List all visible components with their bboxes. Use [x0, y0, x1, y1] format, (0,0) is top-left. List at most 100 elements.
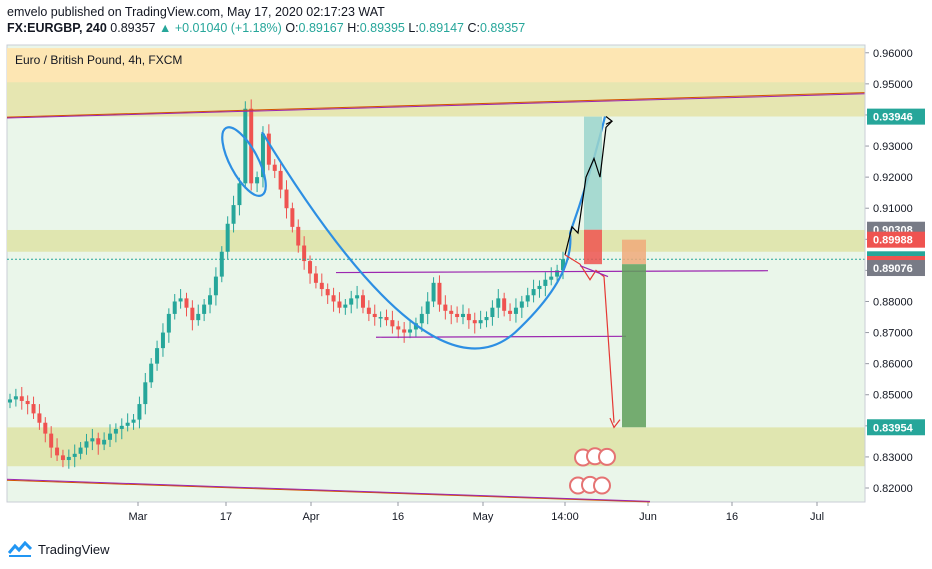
tradingview-logo[interactable]: TradingView — [8, 541, 110, 557]
short-stop-box — [622, 239, 646, 265]
candle-body — [413, 323, 418, 330]
candle-body — [478, 320, 483, 324]
candle-body — [219, 251, 224, 277]
candle-body — [155, 348, 160, 364]
candle-body — [519, 301, 524, 308]
base-line — [375, 335, 627, 338]
price-label: 0.89988 — [873, 235, 913, 247]
candle-body — [355, 295, 360, 299]
candle-body — [496, 298, 501, 308]
candle-body — [25, 400, 30, 405]
event-badge-icon[interactable] — [593, 476, 611, 495]
candle-body — [237, 183, 242, 206]
candle-body — [137, 404, 142, 420]
last-price: 0.89357 — [110, 21, 156, 35]
candle-body — [78, 447, 83, 454]
candle-body — [443, 304, 448, 311]
candle-body — [284, 189, 289, 209]
candle-body — [290, 208, 295, 227]
y-tick-label: 0.93000 — [873, 141, 913, 153]
supply-zone — [7, 82, 865, 117]
event-badge-icon[interactable] — [598, 447, 616, 466]
candle-body — [125, 422, 130, 426]
bear-projection — [564, 254, 615, 423]
long-target-box — [584, 116, 602, 230]
price-change: ▲ +0.01040 (+1.18%) — [158, 21, 282, 35]
candle-body — [13, 396, 18, 400]
candle-body — [260, 133, 265, 178]
tradingview-icon — [8, 541, 32, 557]
candle-body — [43, 422, 48, 434]
y-tick-label: 0.86000 — [873, 359, 913, 371]
bear-arrow-head — [609, 417, 621, 429]
x-tick-label: 16 — [392, 511, 404, 523]
bull-projection — [564, 120, 613, 255]
candle-body — [19, 396, 24, 401]
candle-body — [55, 447, 60, 456]
tradingview-brand: TradingView — [38, 541, 110, 557]
candle-body — [31, 404, 36, 414]
candle-body — [543, 279, 548, 286]
candle-body — [213, 276, 218, 296]
candle-body — [243, 108, 248, 184]
candle-body — [390, 320, 395, 327]
trendline-bottom-purple — [6, 478, 651, 502]
y-tick-label: 0.95000 — [873, 79, 913, 91]
candle-body — [278, 170, 283, 190]
candle-body — [172, 301, 177, 314]
candle-body — [255, 177, 260, 184]
symbol-label[interactable]: FX:EURGBP, 240 — [7, 21, 107, 35]
price-label-bg — [867, 260, 925, 277]
candle-body — [425, 301, 430, 314]
candle-body — [66, 456, 71, 461]
candle-body — [360, 295, 365, 308]
candle-body — [325, 289, 330, 296]
candle-body — [561, 259, 565, 271]
price-label-bg — [867, 108, 925, 125]
close-label: C: — [467, 21, 480, 35]
x-tick-label: Jun — [639, 511, 657, 523]
candle-body — [202, 304, 207, 314]
low-label: L: — [408, 21, 419, 35]
candle-body — [266, 133, 271, 165]
high-value: 0.89395 — [359, 21, 405, 35]
candle-body — [402, 329, 407, 333]
candle-body — [437, 282, 442, 305]
candle-body — [455, 313, 460, 318]
flag-line — [579, 265, 609, 278]
candle-body — [319, 282, 324, 290]
candle-body — [366, 307, 371, 314]
candle-body — [484, 317, 489, 321]
candle-body — [119, 425, 124, 429]
candle-body — [549, 276, 554, 280]
trendline-bottom-orange — [6, 479, 651, 503]
publish-info: emvelo published on TradingView.com, May… — [7, 5, 385, 19]
long-stop-box — [584, 229, 602, 265]
y-tick-label: 0.87000 — [873, 328, 913, 340]
candle-body — [37, 413, 42, 423]
candle-body — [84, 441, 89, 448]
x-tick-label: 16 — [726, 511, 738, 523]
plot-area[interactable] — [6, 44, 866, 503]
candle-body — [113, 428, 118, 434]
candle-body — [49, 433, 54, 448]
bull-arrow-head — [605, 116, 614, 125]
high-label: H: — [347, 21, 360, 35]
candle-body — [419, 313, 424, 324]
candle-body — [178, 298, 183, 302]
candle-body — [349, 298, 354, 305]
candle-body — [143, 382, 148, 405]
trendline-top-orange — [6, 92, 866, 118]
candle-body — [431, 282, 436, 302]
demand-zone — [7, 427, 865, 467]
candle-body — [160, 332, 165, 349]
y-tick-label: 0.88000 — [873, 296, 913, 308]
open-value: 0.89167 — [298, 21, 344, 35]
candle-body — [190, 307, 195, 321]
candle-body — [208, 295, 213, 305]
candle-body — [537, 285, 542, 290]
price-label: 0.93946 — [873, 112, 913, 124]
candle-body — [72, 453, 77, 457]
candle-body — [378, 317, 383, 319]
